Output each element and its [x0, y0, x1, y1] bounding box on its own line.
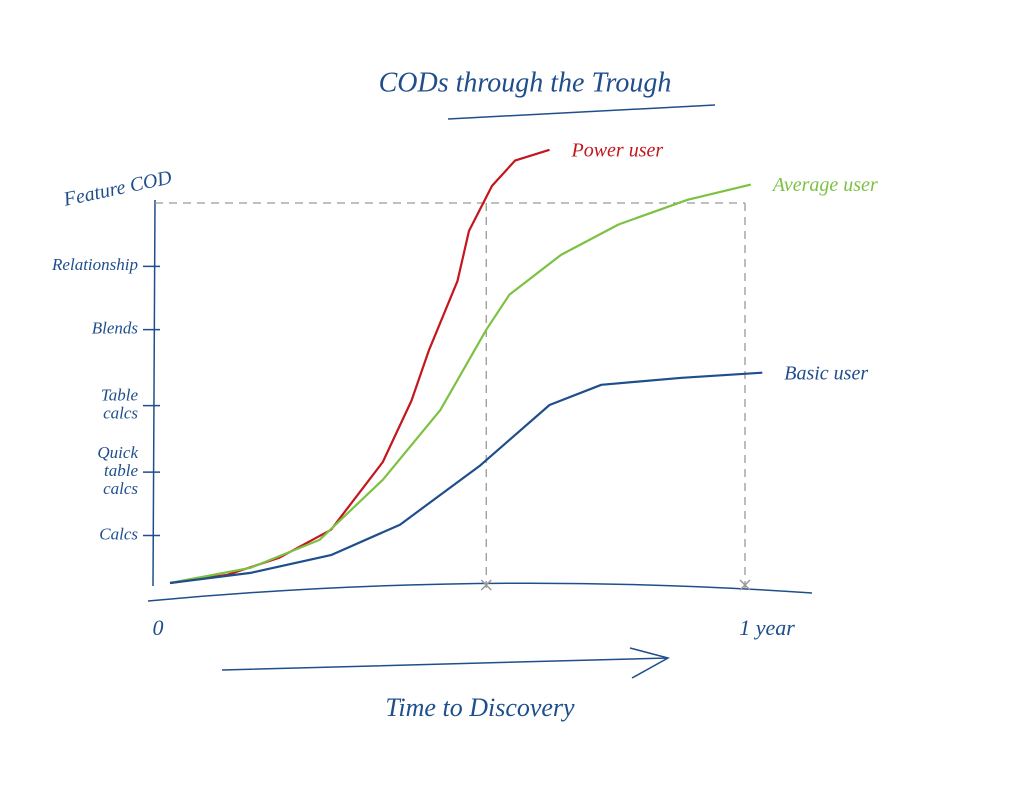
y-tick-label: Calcs: [99, 524, 138, 543]
title-underline: [447, 104, 716, 120]
series-label: Power user: [571, 139, 664, 161]
x-arrow: [221, 647, 670, 679]
y-axis: [152, 199, 156, 587]
y-axis-title: Feature COD: [61, 166, 174, 211]
x-cross: [739, 579, 751, 591]
y-tick-label: Blends: [92, 319, 139, 338]
y-tick-label: Quick table calcs: [97, 443, 138, 498]
series-label: Average user: [771, 174, 878, 196]
x-tick-label: 0: [153, 615, 164, 640]
x-tick-label: 1 year: [739, 615, 795, 640]
chart-title: CODs through the Trough: [379, 67, 672, 98]
series-line: [169, 371, 763, 585]
series-line: [169, 183, 752, 585]
series-line: [169, 148, 550, 585]
x-cross: [480, 579, 492, 591]
x-axis: [147, 582, 813, 602]
x-axis-title: Time to Discovery: [385, 693, 575, 722]
y-tick-label: Table calcs: [101, 386, 139, 423]
series-label: Basic user: [784, 362, 868, 384]
y-tick-label: Relationship: [51, 255, 138, 274]
